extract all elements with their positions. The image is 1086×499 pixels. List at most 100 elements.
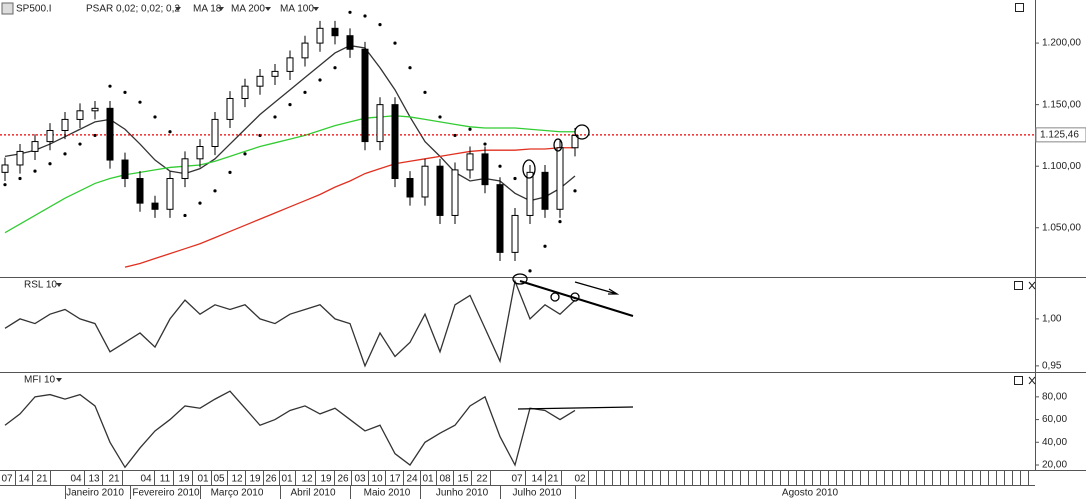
maximize[interactable] [1015,3,1024,12]
date-label: 05 [213,474,225,485]
candle-body [1,164,9,173]
psar-dot [543,244,547,248]
psar-dot [513,176,517,181]
candle-body [391,104,399,180]
date-label: 24 [406,474,418,485]
psar-dot [423,90,427,94]
psar-dot [198,201,202,205]
candle-body [241,85,249,99]
dropdown-arrow[interactable] [218,7,224,11]
symbol[interactable]: SP500.I [16,4,52,15]
candle-body [361,48,369,143]
dropdown-arrow[interactable] [56,378,62,382]
series-line [4,390,576,469]
date-label: 26 [337,474,349,485]
candle-body [511,214,519,253]
date-label: 22 [476,474,488,485]
month-label: Agosto 2010 [782,488,839,499]
date-label: 02 [574,474,586,485]
date-label: 01 [422,474,434,485]
annotation-circle [550,292,560,302]
dropdown-arrow[interactable] [175,7,181,11]
panel-title[interactable]: MFI 10 [24,375,56,386]
close[interactable] [1028,376,1036,385]
psar-dot [18,176,22,181]
psar-dot [183,213,187,218]
psar-dot [138,100,142,104]
annotation-circle [553,138,563,152]
psar-dot [48,162,52,166]
candle-body [271,70,279,77]
month-label: Fevereiro 2010 [132,488,200,499]
candle-body [106,107,114,161]
month-label: Julho 2010 [513,488,562,499]
psar-dot [303,90,307,94]
date-label: 13 [88,474,100,485]
legend-ma18[interactable]: MA 18 [193,4,222,15]
candle-body [286,57,294,72]
candle-body [256,75,264,87]
date-label: 21 [108,474,120,485]
month-label: Abril 2010 [290,488,335,499]
y-tick-label: 1,00 [1042,314,1062,325]
candle-body [331,27,339,37]
legend-ma100[interactable]: MA 100 [280,4,314,15]
dropdown-arrow[interactable] [56,283,62,287]
month-label: Janeiro 2010 [66,488,124,499]
dropdown-arrow[interactable] [265,7,271,11]
maximize[interactable] [1014,281,1023,290]
date-label: 01 [281,474,293,485]
window-icons [1014,3,1036,385]
psar-dot [123,90,127,94]
date-label: 21 [36,474,48,485]
date-label: 07 [1,474,13,485]
candle-body [76,110,84,120]
psar-dot [213,189,217,193]
candle-body [526,171,534,216]
reference-box [1035,127,1086,143]
candle-body [571,134,579,149]
candle-body [376,104,384,143]
candle-body [556,147,564,210]
trend-line [519,280,634,317]
candle-body [136,178,144,204]
candle-body [46,129,54,143]
month-label: Março 2010 [211,488,264,499]
legend-ma200[interactable]: MA 200 [231,4,265,15]
symbol-icon[interactable] [1,2,14,15]
psar-dot [408,66,412,70]
annotations [512,124,634,410]
psar-dot [153,115,157,119]
y-tick-label: 1.050,00 [1042,222,1081,233]
candle-body [181,158,189,180]
date-label: 14 [531,474,543,485]
close[interactable] [1028,281,1036,290]
psar-dot [363,14,367,18]
y-tick-label: 60,00 [1042,414,1067,425]
date-label: 12 [231,474,243,485]
trend-line [517,406,634,410]
legend-psar[interactable]: PSAR 0,02; 0,02; 0,2 [86,4,180,15]
psar-dot [378,23,382,27]
candle-body [346,35,354,50]
date-label: 19 [249,474,261,485]
annotation-circle [522,159,536,179]
date-label: 10 [371,474,383,485]
date-label: 03 [354,474,366,485]
psar-dot [288,103,292,107]
candle-body [316,27,324,44]
dropdown-arrow[interactable] [313,7,319,11]
psar-dot [483,142,487,146]
candle-body [406,178,414,198]
date-label: 08 [439,474,451,485]
date-label: 04 [140,474,152,485]
date-label: 26 [265,474,277,485]
panel-title[interactable]: RSL 10 [24,280,57,291]
reference-label: 1.125,46 [1040,129,1079,140]
date-label: 11 [160,474,171,485]
maximize[interactable] [1014,376,1023,385]
candle-body [481,153,489,186]
date-label: 19 [320,474,332,485]
psar-dot [528,269,532,273]
